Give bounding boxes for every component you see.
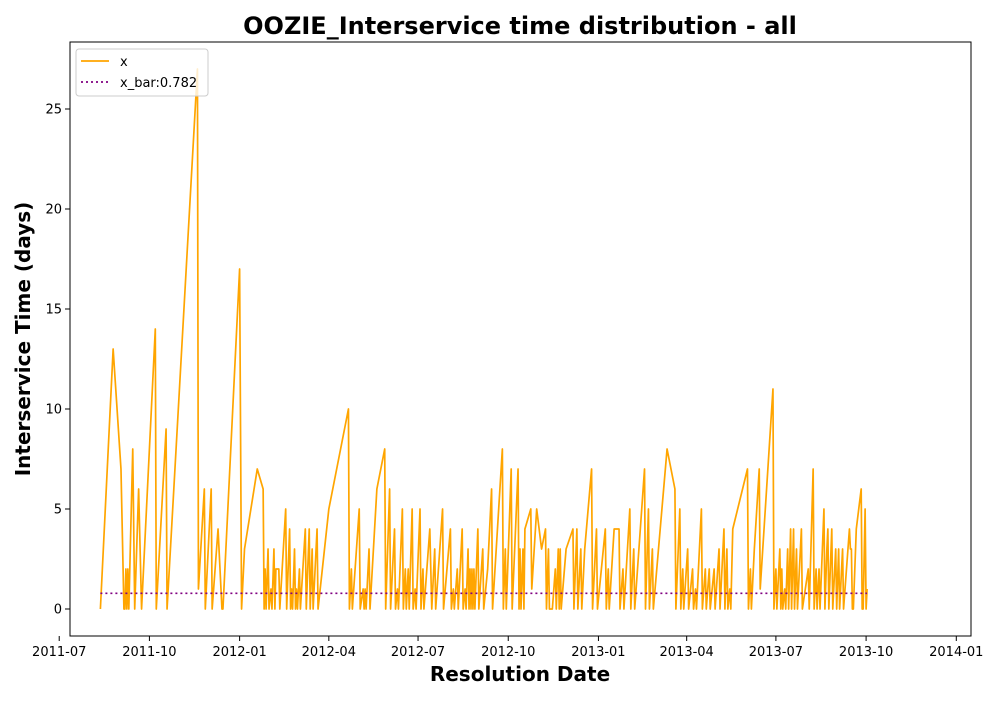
x-tick-label: 2011-10: [122, 645, 176, 660]
y-axis-label: Interservice Time (days): [11, 202, 35, 477]
series-layer: [100, 69, 867, 609]
x-tick-label: 2013-10: [839, 645, 893, 660]
x-tick-label: 2012-04: [302, 645, 356, 660]
x-tick-label: 2012-07: [391, 645, 445, 660]
legend-label-x: x: [120, 55, 128, 70]
x-tick-label: 2014-01: [929, 645, 983, 660]
y-tick-label: 5: [54, 503, 62, 518]
y-tick-label: 15: [45, 303, 62, 318]
x-tick-label: 2011-07: [32, 645, 86, 660]
y-tick-label: 25: [45, 103, 62, 118]
y-tick-label: 10: [45, 403, 62, 418]
chart-title: OOZIE_Interservice time distribution - a…: [243, 12, 797, 40]
x-axis-label: Resolution Date: [430, 662, 610, 686]
x-tick-label: 2013-01: [571, 645, 625, 660]
legend-label-x-bar: x_bar:0.782: [120, 76, 197, 91]
y-tick-label: 0: [54, 603, 62, 618]
x-axis: 2011-07 2011-10 2012-01 2012-04 2012-07 2012-…: [32, 636, 983, 660]
y-tick-label: 20: [45, 203, 62, 218]
series-line-x: [100, 69, 867, 609]
legend: x x_bar:0.782: [76, 49, 208, 96]
x-tick-label: 2012-10: [481, 645, 535, 660]
x-tick-label: 2013-04: [660, 645, 714, 660]
x-tick-label: 2012-01: [212, 645, 266, 660]
x-tick-label: 2013-07: [749, 645, 803, 660]
y-axis: 0 5 10 15 20 25: [45, 103, 70, 618]
